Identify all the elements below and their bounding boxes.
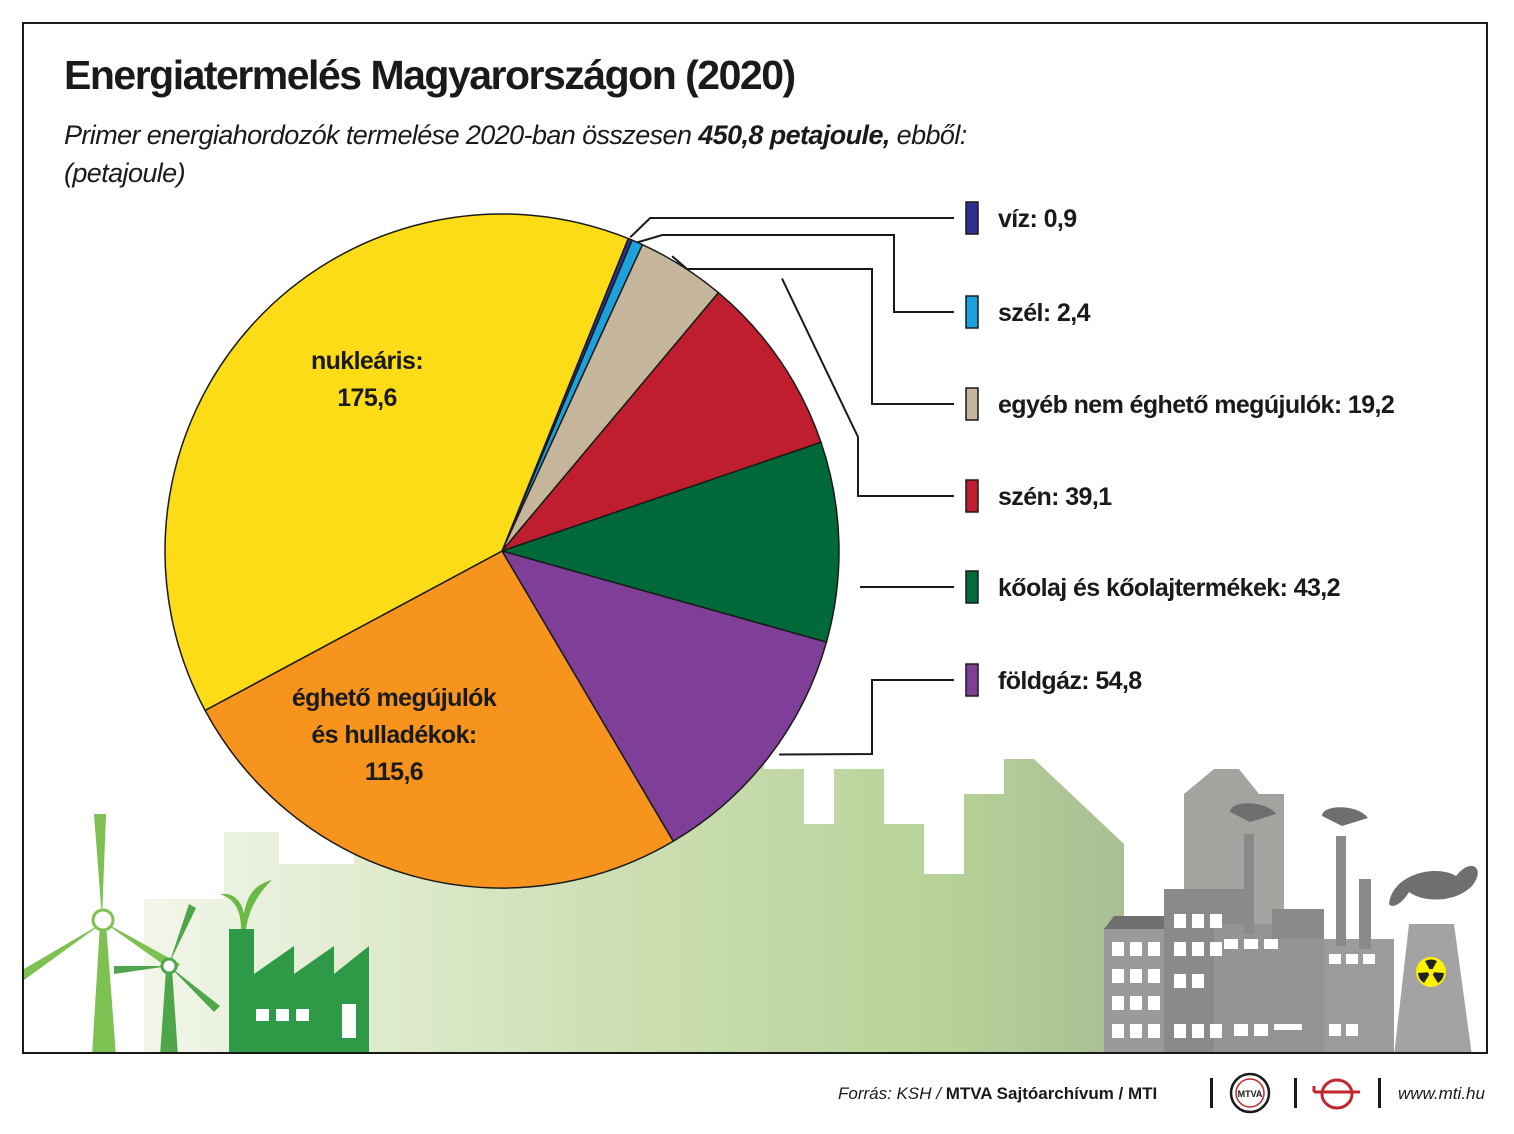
pie-slice-5	[500, 549, 828, 843]
pie-slice-6	[204, 549, 675, 889]
pie-chart	[164, 213, 840, 889]
legend-swatch-1	[965, 295, 979, 329]
mti-logo	[1312, 1078, 1360, 1110]
legend-label-1: szél: 2,4	[998, 299, 1091, 327]
source-bold: MTVA Sajtóarchívum / MTI	[945, 1084, 1158, 1103]
infographic-frame: víz: 0,9 szél: 2,4 egyéb nem éghető megúju…	[22, 22, 1488, 1054]
source-prefix: Forrás: KSH /	[838, 1084, 946, 1103]
legend-label-0: víz: 0,9	[998, 205, 1077, 233]
legend-swatch-0	[965, 201, 979, 235]
leader-line-2	[671, 255, 954, 405]
pie-slice-3	[499, 291, 822, 553]
renewables-label-line-1: és hulladékok:	[311, 721, 476, 749]
wind-turbines-illustration	[24, 814, 220, 1052]
mtva-logo: MTVA	[1229, 1072, 1271, 1114]
leader-line-1	[637, 234, 954, 313]
renewables-label-line-0: éghető megújulók	[292, 684, 497, 712]
leader-line-5	[779, 679, 954, 756]
subtitle-text: Primer energiahordozók termelése 2020-ba…	[64, 120, 699, 150]
legend-label-3: szén: 39,1	[998, 483, 1112, 511]
green-factory-illustration	[220, 880, 369, 1052]
pie-inside-labels: nukleáris: 175,6 éghető megújulók és hullad…	[292, 347, 498, 786]
subtitle-text-end: ebből:	[889, 120, 968, 150]
legend-label-5: földgáz: 54,8	[998, 667, 1142, 695]
nuclear-label-line-1: 175,6	[337, 384, 397, 412]
legend-swatch-2	[965, 387, 979, 421]
footer: Forrás: KSH / MTVA Sajtóarchívum / MTI M…	[0, 1062, 1514, 1122]
legend-swatch-5	[965, 663, 979, 697]
pie-slice-7	[164, 213, 630, 712]
footer-separator	[1294, 1078, 1297, 1108]
background-illustration: víz: 0,9 szél: 2,4 egyéb nem éghető megúju…	[24, 201, 1478, 1052]
legend-swatch-4	[965, 570, 979, 604]
pie-slice-4	[499, 441, 840, 644]
website-link[interactable]: www.mti.hu	[1398, 1084, 1485, 1103]
svg-text:MTVA: MTVA	[1238, 1089, 1263, 1099]
source-text: Forrás: KSH / MTVA Sajtóarchívum / MTI	[838, 1084, 1157, 1104]
subtitle-unit: (petajoule)	[64, 158, 186, 188]
legend-label-2: egyéb nem éghető megújulók: 19,2	[998, 391, 1394, 419]
legend-swatch-3	[965, 479, 979, 513]
chart-subtitle: Primer energiahordozók termelése 2020-ba…	[64, 116, 967, 192]
nuclear-label-line-0: nukleáris:	[311, 347, 423, 375]
footer-separator	[1378, 1078, 1381, 1108]
legend: víz: 0,9 szél: 2,4 egyéb nem éghető megúju…	[965, 201, 1395, 697]
factory-illustration	[1104, 769, 1478, 1052]
footer-separator	[1210, 1078, 1213, 1108]
leader-line-0	[629, 217, 954, 239]
renewables-label-line-2: 115,6	[365, 758, 423, 786]
chart-title: Energiatermelés Magyarországon (2020)	[64, 52, 796, 98]
legend-label-4: kőolaj és kőolajtermékek: 43,2	[998, 574, 1340, 602]
legend-leader-lines	[629, 217, 954, 756]
subtitle-total: 450,8 petajoule,	[698, 120, 890, 150]
leader-line-3	[781, 278, 954, 497]
